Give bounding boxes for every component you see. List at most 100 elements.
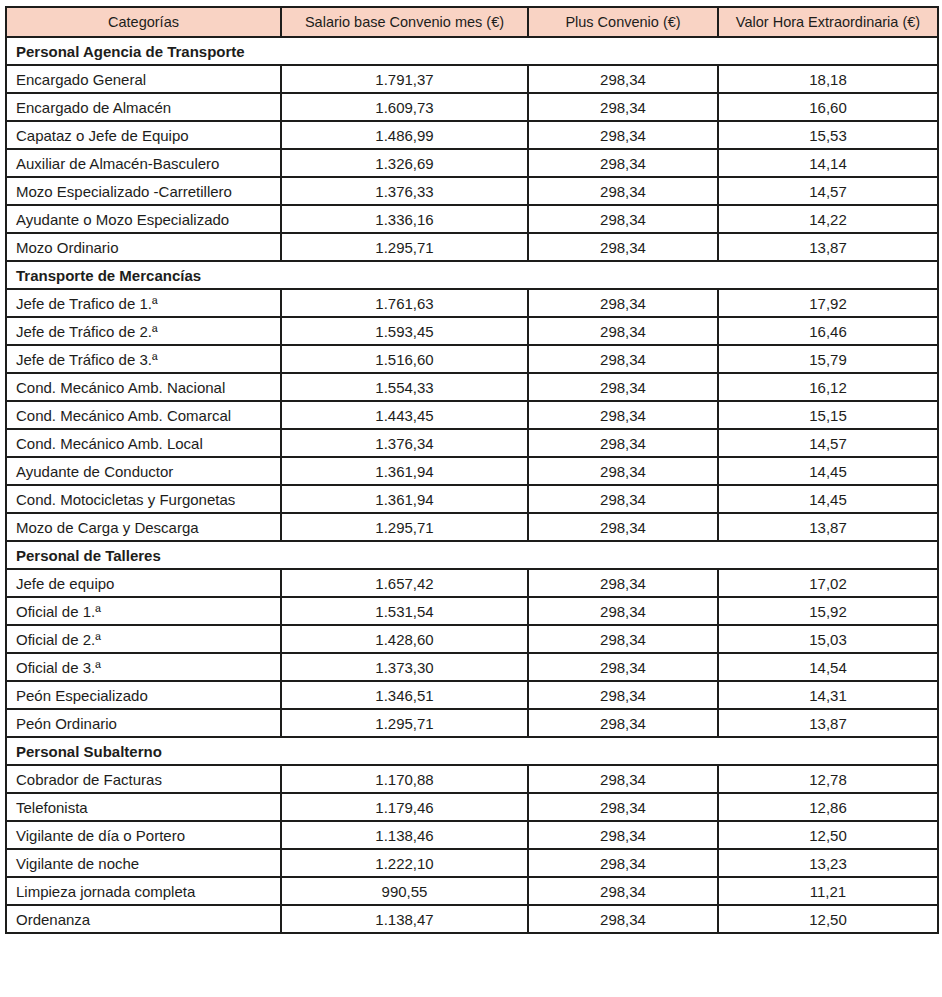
- categoria-cell: Cond. Mecánico Amb. Nacional: [6, 373, 281, 401]
- categoria-cell: Vigilante de día o Portero: [6, 821, 281, 849]
- valor-hora-extra-cell: 14,45: [718, 457, 938, 485]
- section-title: Personal de Talleres: [6, 541, 938, 569]
- categoria-cell: Jefe de Trafico de 1.ª: [6, 289, 281, 317]
- plus-convenio-cell: 298,34: [528, 653, 718, 681]
- valor-hora-extra-cell: 15,79: [718, 345, 938, 373]
- plus-convenio-cell: 298,34: [528, 401, 718, 429]
- salario-base-cell: 1.138,46: [281, 821, 528, 849]
- valor-hora-extra-cell: 13,87: [718, 513, 938, 541]
- plus-convenio-cell: 298,34: [528, 821, 718, 849]
- salario-base-cell: 1.376,34: [281, 429, 528, 457]
- table-row: Cobrador de Facturas1.170,88298,3412,78: [6, 765, 938, 793]
- table-row: Mozo Especializado -Carretillero1.376,33…: [6, 177, 938, 205]
- valor-hora-extra-cell: 16,60: [718, 93, 938, 121]
- valor-hora-extra-cell: 15,15: [718, 401, 938, 429]
- valor-hora-extra-cell: 14,57: [718, 177, 938, 205]
- section-title: Personal Agencia de Transporte: [6, 37, 938, 65]
- section-row: Personal de Talleres: [6, 541, 938, 569]
- salario-base-cell: 1.554,33: [281, 373, 528, 401]
- categoria-cell: Mozo Especializado -Carretillero: [6, 177, 281, 205]
- salario-base-cell: 1.373,30: [281, 653, 528, 681]
- salario-base-cell: 1.295,71: [281, 513, 528, 541]
- salary-table: Categorías Salario base Convenio mes (€)…: [5, 6, 939, 934]
- categoria-cell: Cond. Mecánico Amb. Comarcal: [6, 401, 281, 429]
- table-row: Vigilante de noche1.222,10298,3413,23: [6, 849, 938, 877]
- salario-base-cell: 1.170,88: [281, 765, 528, 793]
- categoria-cell: Peón Especializado: [6, 681, 281, 709]
- salario-base-cell: 1.593,45: [281, 317, 528, 345]
- table-row: Jefe de Tráfico de 2.ª1.593,45298,3416,4…: [6, 317, 938, 345]
- categoria-cell: Oficial de 2.ª: [6, 625, 281, 653]
- valor-hora-extra-cell: 12,86: [718, 793, 938, 821]
- table-row: Cond. Mecánico Amb. Nacional1.554,33298,…: [6, 373, 938, 401]
- salario-base-cell: 1.428,60: [281, 625, 528, 653]
- table-row: Cond. Motocicletas y Furgonetas1.361,942…: [6, 485, 938, 513]
- valor-hora-extra-cell: 12,50: [718, 821, 938, 849]
- categoria-cell: Mozo Ordinario: [6, 233, 281, 261]
- valor-hora-extra-cell: 13,87: [718, 709, 938, 737]
- categoria-cell: Limpieza jornada completa: [6, 877, 281, 905]
- categoria-cell: Telefonista: [6, 793, 281, 821]
- plus-convenio-cell: 298,34: [528, 905, 718, 933]
- plus-convenio-cell: 298,34: [528, 597, 718, 625]
- salario-base-cell: 1.443,45: [281, 401, 528, 429]
- valor-hora-extra-cell: 14,57: [718, 429, 938, 457]
- table-row: Oficial de 1.ª1.531,54298,3415,92: [6, 597, 938, 625]
- valor-hora-extra-cell: 18,18: [718, 65, 938, 93]
- valor-hora-extra-cell: 11,21: [718, 877, 938, 905]
- table-row: Jefe de equipo1.657,42298,3417,02: [6, 569, 938, 597]
- salario-base-cell: 1.516,60: [281, 345, 528, 373]
- valor-hora-extra-cell: 14,31: [718, 681, 938, 709]
- salario-base-cell: 1.138,47: [281, 905, 528, 933]
- salario-base-cell: 1.791,37: [281, 65, 528, 93]
- salario-base-cell: 1.222,10: [281, 849, 528, 877]
- salario-base-cell: 1.376,33: [281, 177, 528, 205]
- categoria-cell: Capataz o Jefe de Equipo: [6, 121, 281, 149]
- categoria-cell: Jefe de Tráfico de 2.ª: [6, 317, 281, 345]
- column-header-salario-base: Salario base Convenio mes (€): [281, 7, 528, 37]
- salary-table-header: Categorías Salario base Convenio mes (€)…: [6, 7, 938, 37]
- column-header-valor-hora-extra: Valor Hora Extraordinaria (€): [718, 7, 938, 37]
- table-row: Telefonista1.179,46298,3412,86: [6, 793, 938, 821]
- plus-convenio-cell: 298,34: [528, 373, 718, 401]
- plus-convenio-cell: 298,34: [528, 513, 718, 541]
- table-row: Jefe de Trafico de 1.ª1.761,63298,3417,9…: [6, 289, 938, 317]
- valor-hora-extra-cell: 13,23: [718, 849, 938, 877]
- plus-convenio-cell: 298,34: [528, 233, 718, 261]
- table-row: Oficial de 2.ª1.428,60298,3415,03: [6, 625, 938, 653]
- table-row: Ayudante o Mozo Especializado1.336,16298…: [6, 205, 938, 233]
- plus-convenio-cell: 298,34: [528, 345, 718, 373]
- plus-convenio-cell: 298,34: [528, 625, 718, 653]
- table-row: Cond. Mecánico Amb. Comarcal1.443,45298,…: [6, 401, 938, 429]
- section-title: Personal Subalterno: [6, 737, 938, 765]
- section-row: Personal Subalterno: [6, 737, 938, 765]
- salario-base-cell: 990,55: [281, 877, 528, 905]
- categoria-cell: Encargado de Almacén: [6, 93, 281, 121]
- plus-convenio-cell: 298,34: [528, 709, 718, 737]
- salario-base-cell: 1.179,46: [281, 793, 528, 821]
- table-row: Limpieza jornada completa990,55298,3411,…: [6, 877, 938, 905]
- section-row: Transporte de Mercancías: [6, 261, 938, 289]
- valor-hora-extra-cell: 17,02: [718, 569, 938, 597]
- plus-convenio-cell: 298,34: [528, 177, 718, 205]
- table-row: Capataz o Jefe de Equipo1.486,99298,3415…: [6, 121, 938, 149]
- categoria-cell: Peón Ordinario: [6, 709, 281, 737]
- salario-base-cell: 1.761,63: [281, 289, 528, 317]
- plus-convenio-cell: 298,34: [528, 65, 718, 93]
- salary-table-body: Personal Agencia de Transporte Encargado …: [6, 37, 938, 933]
- categoria-cell: Ayudante o Mozo Especializado: [6, 205, 281, 233]
- categoria-cell: Cond. Mecánico Amb. Local: [6, 429, 281, 457]
- salario-base-cell: 1.486,99: [281, 121, 528, 149]
- plus-convenio-cell: 298,34: [528, 485, 718, 513]
- valor-hora-extra-cell: 15,53: [718, 121, 938, 149]
- categoria-cell: Jefe de Tráfico de 3.ª: [6, 345, 281, 373]
- table-row: Ayudante de Conductor1.361,94298,3414,45: [6, 457, 938, 485]
- salario-base-cell: 1.326,69: [281, 149, 528, 177]
- table-row: Auxiliar de Almacén-Basculero1.326,69298…: [6, 149, 938, 177]
- plus-convenio-cell: 298,34: [528, 681, 718, 709]
- valor-hora-extra-cell: 12,50: [718, 905, 938, 933]
- salario-base-cell: 1.657,42: [281, 569, 528, 597]
- plus-convenio-cell: 298,34: [528, 205, 718, 233]
- plus-convenio-cell: 298,34: [528, 765, 718, 793]
- salario-base-cell: 1.361,94: [281, 457, 528, 485]
